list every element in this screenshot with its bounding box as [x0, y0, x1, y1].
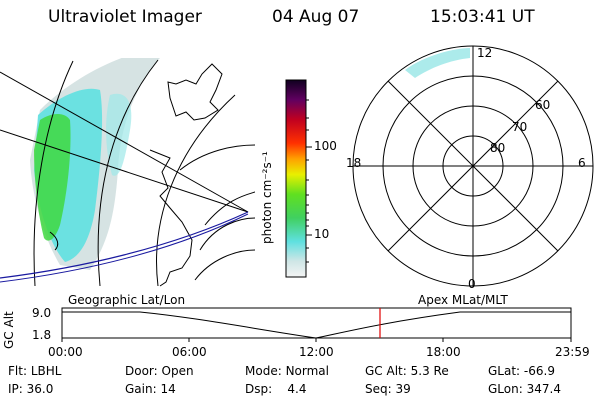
- info-seq: Seq: 39: [365, 382, 411, 396]
- time-tick-2359: 23:59: [555, 345, 590, 359]
- time-label: 15:03:41 UT: [430, 7, 535, 27]
- lat-label-80: 80: [490, 141, 506, 155]
- time-tick-0600: 06:00: [172, 345, 207, 359]
- info-glon: GLon: 347.4: [488, 382, 561, 396]
- info-gain: Gain: 14: [125, 382, 176, 396]
- altitude-tick-9: 9.0: [32, 306, 52, 320]
- altitude-tick-1-8: 1.8: [32, 328, 52, 342]
- info-door: Door: Open: [125, 364, 194, 378]
- mlt-label-6: 6: [578, 156, 586, 170]
- instrument-title: Ultraviolet Imager: [48, 7, 202, 27]
- mlt-label-18: 18: [346, 156, 362, 170]
- mlt-label-0: 0: [468, 277, 476, 291]
- info-gc-alt: GC Alt: 5.3 Re: [365, 364, 449, 378]
- time-tick-1800: 18:00: [426, 345, 461, 359]
- coastline: [49, 63, 223, 287]
- orbit-track: [0, 211, 249, 279]
- date-label: 04 Aug 07: [272, 7, 360, 27]
- lat-label-70: 70: [512, 120, 528, 134]
- colorbar-tick-10: 10: [314, 227, 330, 241]
- info-dsp: Dsp: 4.4: [245, 382, 307, 396]
- geographic-caption: Geographic Lat/Lon: [68, 293, 186, 307]
- info-filter: Flt: LBHL: [8, 364, 62, 378]
- info-glat: GLat: -66.9: [488, 364, 555, 378]
- info-ip: IP: 36.0: [8, 382, 54, 396]
- aurora-image: [30, 58, 160, 270]
- lat-label-60: 60: [535, 98, 551, 112]
- altitude-curve: [62, 311, 571, 339]
- mlt-label-12: 12: [477, 46, 493, 60]
- info-mode: Mode: Normal: [245, 364, 329, 378]
- colorbar-tick-100: 100: [314, 139, 337, 153]
- polar-aurora: [405, 48, 470, 78]
- time-tick-1200: 12:00: [299, 345, 334, 359]
- map-grid: [0, 59, 255, 287]
- apex-caption: Apex MLat/MLT: [418, 293, 508, 307]
- time-tick-0000: 00:00: [48, 345, 83, 359]
